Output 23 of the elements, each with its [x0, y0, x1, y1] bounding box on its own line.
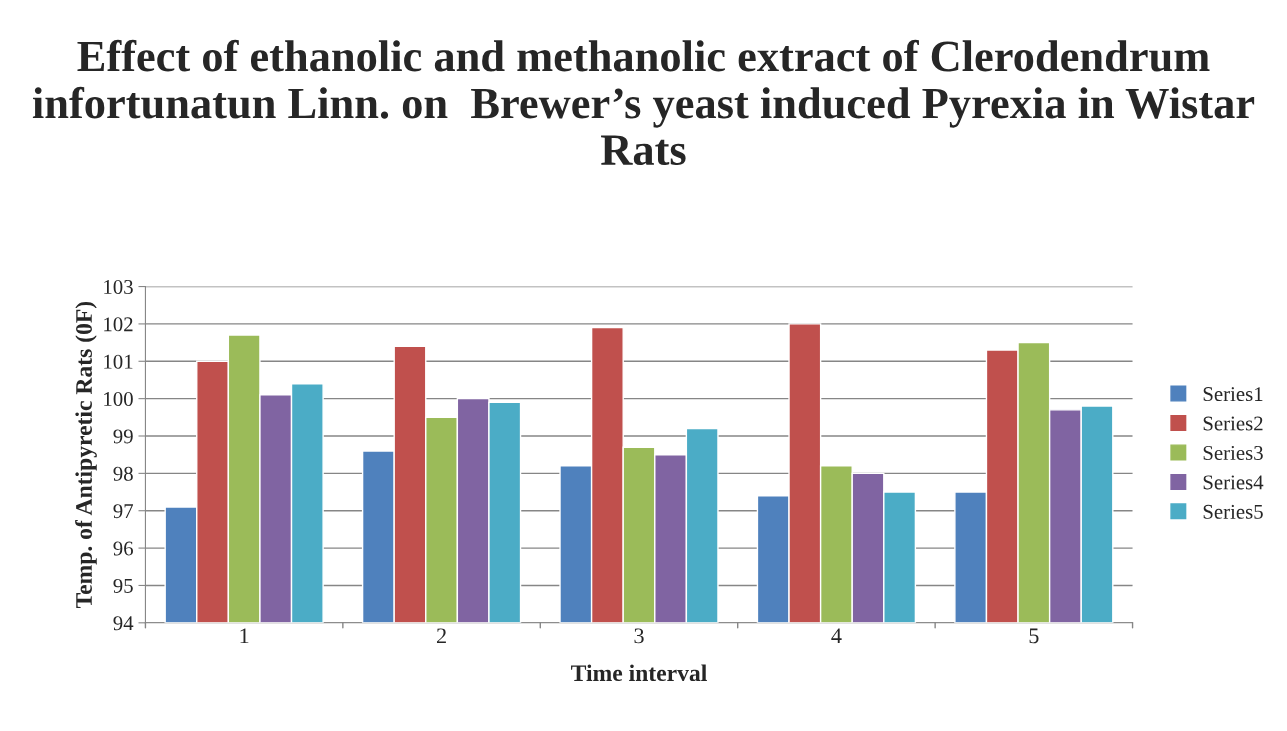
legend-label: Series1 — [1203, 387, 1263, 402]
y-tick-label: 103 — [104, 279, 133, 294]
x-tick-label: 5 — [1029, 628, 1039, 644]
y-tick-label: 95 — [113, 578, 133, 593]
y-tick-label: 97 — [113, 504, 134, 519]
x-tick-label: 3 — [634, 628, 644, 644]
y-tick-label: 96 — [113, 541, 133, 556]
x-tick-label: 1 — [240, 628, 249, 644]
y-axis-title: Temp. of Antipyretic Rats (0F) — [75, 301, 97, 609]
legend-label: Series5 — [1203, 504, 1263, 519]
y-tick-label: 101 — [104, 354, 133, 369]
x-tick-label: 4 — [831, 628, 842, 644]
y-tick-label: 102 — [104, 317, 133, 332]
x-tick-label: 2 — [436, 628, 446, 644]
legend-label: Series4 — [1203, 475, 1264, 490]
y-tick-label: 98 — [113, 466, 133, 481]
legend-label: Series3 — [1203, 445, 1263, 460]
x-axis-title: Time interval — [571, 664, 707, 682]
y-tick-label: 99 — [113, 429, 133, 444]
legend-label: Series2 — [1203, 416, 1263, 431]
y-tick-label: 94 — [113, 616, 134, 631]
chart-title: Effect of ethanolic and methanolic extract of Clerodendrum infortunatun Linn. on Brewer’s yeast induced Pyrexia in Wistar Rats — [32, 39, 1255, 166]
y-tick-label: 100 — [104, 392, 133, 407]
